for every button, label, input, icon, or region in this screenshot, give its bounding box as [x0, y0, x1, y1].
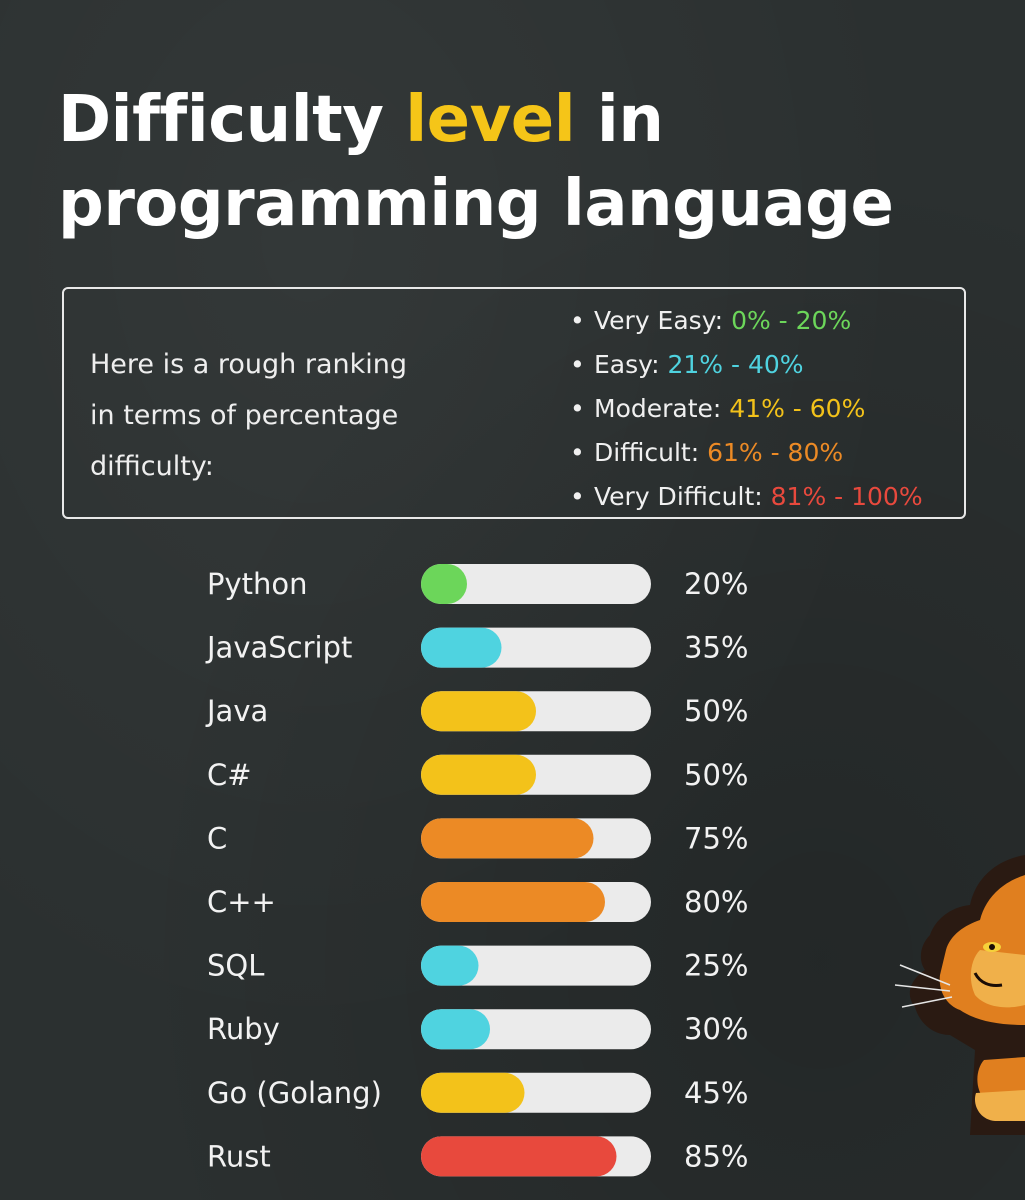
bar — [421, 564, 467, 604]
bar — [421, 945, 479, 986]
legend-label: Difficult: — [594, 438, 708, 467]
category-label: SQL — [207, 949, 264, 983]
legend-range: 0% - 20% — [731, 306, 852, 335]
value-label: 25% — [684, 949, 748, 983]
intro-line-1: Here is a rough ranking — [90, 349, 408, 380]
legend-range: 81% - 100% — [770, 482, 923, 511]
value-label: 35% — [684, 631, 748, 665]
value-label: 45% — [684, 1076, 748, 1110]
bar — [421, 818, 594, 859]
bar — [421, 754, 536, 795]
bar — [421, 1009, 490, 1050]
legend-item-easy: • Easy: 21% - 40% — [570, 343, 923, 387]
legend-label: Very Easy: — [594, 306, 732, 335]
title-part-2: in — [575, 83, 664, 157]
legend-item-very-difficult: • Very Difficult: 81% - 100% — [570, 475, 923, 519]
value-label: 50% — [684, 758, 748, 792]
intro-text: Here is a rough ranking in terms of perc… — [90, 339, 470, 492]
category-label: C++ — [207, 885, 276, 919]
intro-line-3: difficulty: — [90, 451, 214, 482]
title-line-1: Difficulty level in — [58, 78, 893, 162]
legend-label: Very Difficult: — [594, 482, 771, 511]
bar-track — [421, 564, 651, 604]
bar — [421, 627, 502, 668]
title-accent-word: level — [405, 83, 576, 157]
legend-range: 41% - 60% — [729, 394, 866, 423]
category-label: Ruby — [207, 1012, 280, 1046]
title-part-1: Difficulty — [58, 83, 406, 157]
difficulty-legend: • Very Easy: 0% - 20% • Easy: 21% - 40% • M… — [570, 299, 923, 519]
category-label: C# — [207, 758, 252, 792]
category-label: Java — [205, 694, 268, 728]
category-label: Python — [207, 567, 308, 601]
value-label: 50% — [684, 694, 748, 728]
value-label: 30% — [684, 1012, 748, 1046]
bullet-icon: • — [570, 482, 585, 511]
value-label: 80% — [684, 885, 748, 919]
bar — [421, 882, 605, 922]
category-label: C — [207, 821, 227, 855]
bullet-icon: • — [570, 350, 585, 379]
bar — [421, 1072, 525, 1113]
bar-track — [421, 945, 651, 986]
category-label: Rust — [207, 1139, 271, 1173]
legend-item-difficult: • Difficult: 61% - 80% — [570, 431, 923, 475]
title-line-2: programming language — [58, 167, 894, 241]
legend-label: Moderate: — [594, 394, 730, 423]
ranking-info-box: Here is a rough ranking in terms of perc… — [62, 287, 966, 519]
bullet-icon: • — [570, 306, 585, 335]
value-label: 20% — [684, 567, 748, 601]
legend-item-moderate: • Moderate: 41% - 60% — [570, 387, 923, 431]
bullet-icon: • — [570, 394, 585, 423]
bar — [421, 1136, 617, 1177]
legend-item-very-easy: • Very Easy: 0% - 20% — [570, 299, 923, 343]
category-label: JavaScript — [205, 631, 352, 665]
category-label: Go (Golang) — [207, 1076, 382, 1110]
legend-label: Easy: — [594, 350, 668, 379]
value-label: 75% — [684, 821, 748, 855]
intro-line-2: in terms of percentage — [90, 400, 399, 431]
legend-range: 21% - 40% — [667, 350, 804, 379]
lion-mascot-icon — [894, 855, 1025, 1135]
value-label: 85% — [684, 1139, 748, 1173]
page-title: Difficulty level in programming language — [58, 78, 894, 246]
bullet-icon: • — [570, 438, 585, 467]
legend-range: 61% - 80% — [707, 438, 844, 467]
bar — [421, 691, 536, 732]
